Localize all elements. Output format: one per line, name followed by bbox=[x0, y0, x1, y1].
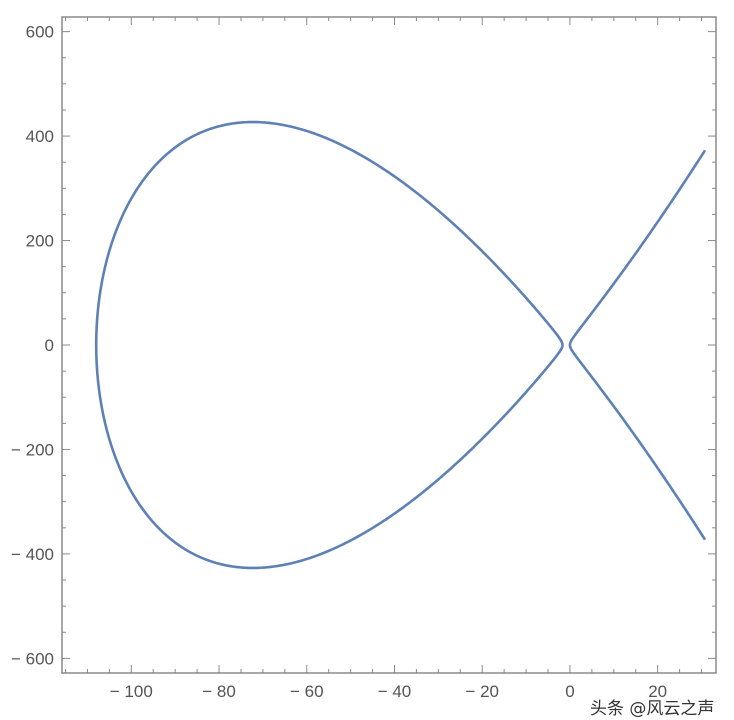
x-tick-label: 20 bbox=[648, 682, 667, 701]
curves bbox=[94, 120, 707, 570]
ticks bbox=[62, 17, 716, 673]
y-tick-label: 600 bbox=[26, 23, 54, 42]
y-tick-label: 400 bbox=[26, 127, 54, 146]
x-tick-label: − 100 bbox=[110, 682, 153, 701]
y-tick-label: − 200 bbox=[11, 440, 54, 459]
x-tick-label: − 40 bbox=[378, 682, 412, 701]
curve-branch bbox=[568, 149, 707, 541]
x-tick-label: − 60 bbox=[290, 682, 324, 701]
watermark: 头条 @风云之声 bbox=[590, 699, 715, 719]
y-tick-label: − 400 bbox=[11, 545, 54, 564]
curve-loop bbox=[94, 120, 564, 570]
plot-frame bbox=[61, 16, 717, 674]
y-tick-label: 200 bbox=[26, 232, 54, 251]
y-tick-label: 0 bbox=[45, 336, 54, 355]
y-tick-label: − 600 bbox=[11, 649, 54, 668]
x-tick-label: 0 bbox=[565, 682, 574, 701]
x-tick-label: − 80 bbox=[202, 682, 236, 701]
x-tick-label: − 20 bbox=[465, 682, 499, 701]
